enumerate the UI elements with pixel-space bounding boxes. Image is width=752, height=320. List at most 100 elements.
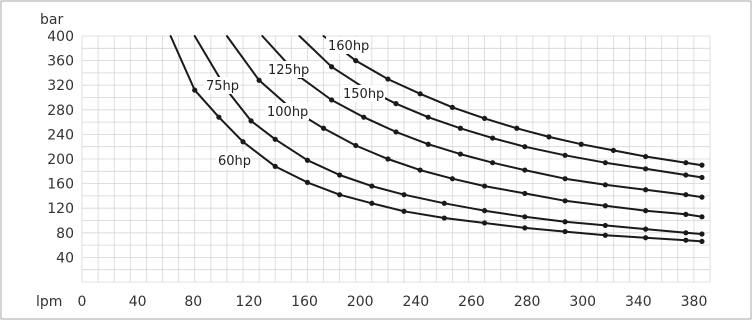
data-point — [425, 141, 431, 147]
data-point — [353, 58, 359, 64]
curve-label-bg — [326, 37, 370, 54]
data-point — [216, 114, 222, 120]
curve-label: 160hp — [328, 39, 369, 54]
data-point — [369, 183, 375, 189]
data-point — [353, 142, 359, 149]
data-point — [562, 228, 568, 235]
y-tick-label: 240 — [47, 127, 74, 143]
curve-label: 75hp — [206, 79, 239, 94]
grid — [81, 35, 711, 283]
data-point — [272, 136, 278, 142]
data-point — [683, 172, 689, 178]
data-point — [192, 87, 198, 93]
y-tick-label: 40 — [56, 250, 74, 266]
data-point — [699, 238, 705, 245]
series-line — [261, 35, 703, 199]
y-tick-label: 200 — [47, 152, 74, 168]
data-point — [328, 64, 335, 70]
curve-label: 150hp — [343, 87, 384, 102]
data-point — [385, 76, 391, 82]
x-tick-label: 380 — [681, 294, 708, 310]
data-point — [699, 214, 705, 220]
data-point — [642, 166, 649, 172]
data-point — [361, 114, 367, 120]
data-point — [642, 153, 649, 160]
data-point — [248, 118, 254, 124]
y-tick-label: 320 — [47, 78, 74, 94]
data-point — [522, 225, 528, 231]
data-point — [457, 151, 464, 157]
x-tick-label: 340 — [625, 294, 652, 310]
y-tick-label: 160 — [47, 177, 74, 193]
curve-label-bg — [216, 152, 252, 169]
data-point — [337, 172, 343, 178]
data-point — [562, 198, 568, 204]
x-tick-label: 300 — [569, 294, 596, 310]
y-tick-label: 120 — [47, 201, 74, 217]
data-point — [328, 97, 335, 103]
y-tick-label: 400 — [47, 29, 74, 45]
x-tick-label: 260 — [458, 294, 485, 310]
y-axis-title: bar — [40, 12, 63, 28]
data-point — [425, 114, 431, 120]
curve-label-bg — [204, 77, 240, 94]
data-point — [683, 230, 689, 236]
tick-labels: 40 80 120 160 200 240 280 320 360 400 0 40 80 120 160 2… — [47, 29, 707, 310]
curve-label-bg — [265, 103, 309, 120]
data-point — [683, 192, 689, 198]
data-point — [578, 141, 584, 147]
x-tick-label: 240 — [402, 294, 429, 310]
curve-label-bg — [266, 61, 310, 78]
data-point — [683, 211, 689, 217]
x-tick-label: 120 — [236, 294, 263, 310]
data-point — [642, 235, 649, 241]
data-point — [602, 160, 608, 166]
data-point — [337, 192, 343, 198]
data-point — [522, 190, 528, 197]
data-point — [449, 104, 455, 110]
data-point — [514, 125, 520, 131]
data-point — [417, 91, 423, 97]
data-point — [304, 179, 311, 185]
x-tick-label: 280 — [514, 294, 541, 310]
y-tick-label: 80 — [56, 226, 74, 242]
data-point — [699, 231, 705, 237]
series-line — [193, 35, 703, 235]
data-point — [481, 220, 488, 226]
data-point — [457, 125, 464, 131]
data-point — [304, 157, 311, 163]
curve-label: 100hp — [267, 105, 308, 120]
data-point — [385, 156, 391, 162]
data-point — [522, 144, 528, 150]
curve-label-bg — [341, 85, 385, 102]
data-point — [602, 203, 608, 209]
curve-label: 125hp — [268, 63, 309, 78]
x-tick-label: 40 — [129, 294, 147, 310]
data-point — [490, 160, 496, 166]
curve-label: 60hp — [218, 154, 251, 169]
data-point — [481, 115, 488, 122]
curves — [169, 35, 705, 245]
data-point — [602, 182, 608, 188]
data-point — [610, 147, 616, 153]
data-point — [393, 101, 399, 107]
data-point — [522, 167, 528, 173]
data-point — [602, 232, 608, 238]
data-point — [401, 192, 407, 198]
data-point — [441, 215, 447, 221]
data-point — [642, 226, 649, 232]
data-point — [369, 200, 375, 206]
data-point — [699, 162, 705, 168]
data-point — [449, 176, 455, 182]
data-point — [481, 208, 488, 214]
data-point — [272, 163, 278, 169]
data-point — [699, 174, 705, 181]
x-axis-title: lpm — [36, 294, 62, 310]
data-point — [481, 183, 488, 189]
data-point — [562, 176, 568, 182]
curve-labels: 60hp 75hp 100hp 125hp 150hp 160hp — [204, 37, 385, 169]
data-point — [401, 208, 407, 214]
data-point — [490, 135, 496, 141]
